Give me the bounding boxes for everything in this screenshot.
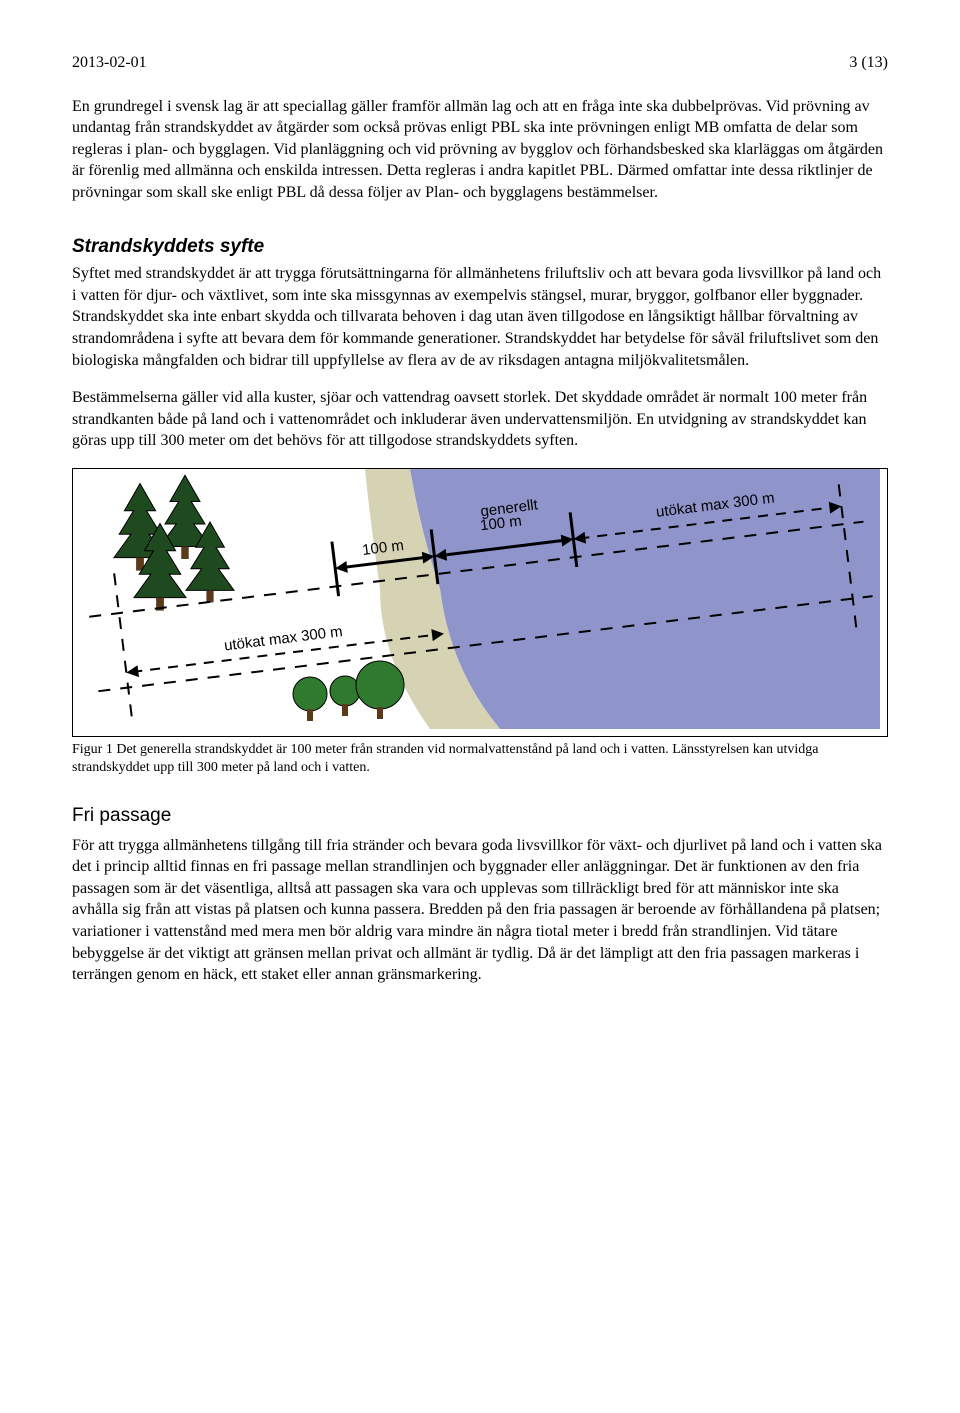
paragraph-fri-passage: För att trygga allmänhetens tillgång til… xyxy=(72,835,888,986)
figure-caption-text: Figur 1 Det generella strandskyddet är 1… xyxy=(72,742,818,775)
figure-strandskydd-diagram: generellt100 m100 mutökat max 300 mutöka… xyxy=(72,468,888,737)
heading-strandskyddets-syfte: Strandskyddets syfte xyxy=(72,234,888,260)
paragraph-intro: En grundregel i svensk lag är att specia… xyxy=(72,96,888,204)
svg-text:utökat max 300 m: utökat max 300 m xyxy=(223,623,343,654)
strandskydd-diagram-svg: generellt100 m100 mutökat max 300 mutöka… xyxy=(73,469,887,729)
header-date: 2013-02-01 xyxy=(72,52,147,74)
paragraph-syfte-1: Syftet med strandskyddet är att trygga f… xyxy=(72,263,888,371)
page-header: 2013-02-01 3 (13) xyxy=(72,52,888,74)
heading-fri-passage: Fri passage xyxy=(72,803,888,829)
paragraph-syfte-2: Bestämmelserna gäller vid alla kuster, s… xyxy=(72,387,888,452)
header-page: 3 (13) xyxy=(849,52,888,74)
figure-caption: Figur 1 Det generella strandskyddet är 1… xyxy=(72,741,888,777)
